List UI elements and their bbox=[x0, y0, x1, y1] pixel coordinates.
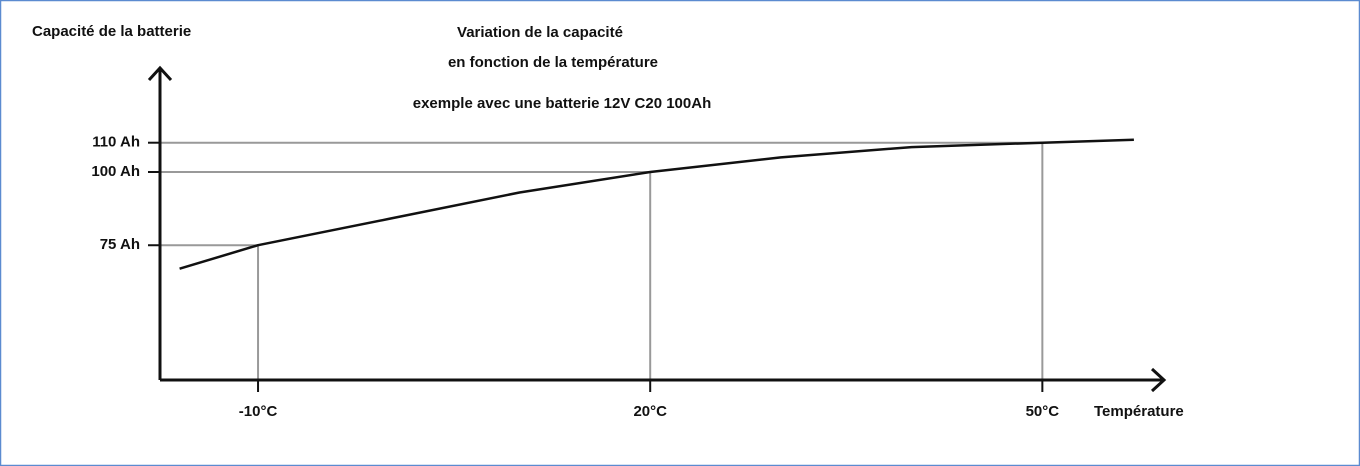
capacity-curve bbox=[179, 138, 1134, 270]
chart-title: Variation de la capacité bbox=[457, 24, 623, 41]
x-axis bbox=[160, 367, 1167, 393]
chart-title: en fonction de la température bbox=[448, 54, 658, 71]
y-tick-label: 75 Ah bbox=[100, 236, 140, 253]
chart-subtitle: exemple avec une batterie 12V C20 100Ah bbox=[413, 95, 712, 112]
x-tick-label: 50°C bbox=[1026, 403, 1060, 420]
x-tick-label: -10°C bbox=[239, 403, 278, 420]
y-tick-label: 110 Ah bbox=[92, 134, 140, 151]
y-tick-label: 100 Ah bbox=[91, 163, 140, 180]
y-axis bbox=[147, 65, 173, 380]
y-axis-label: Capacité de la batterie bbox=[32, 23, 191, 40]
x-tick-label: 20°C bbox=[633, 403, 667, 420]
x-axis-label: Température bbox=[1094, 403, 1184, 420]
